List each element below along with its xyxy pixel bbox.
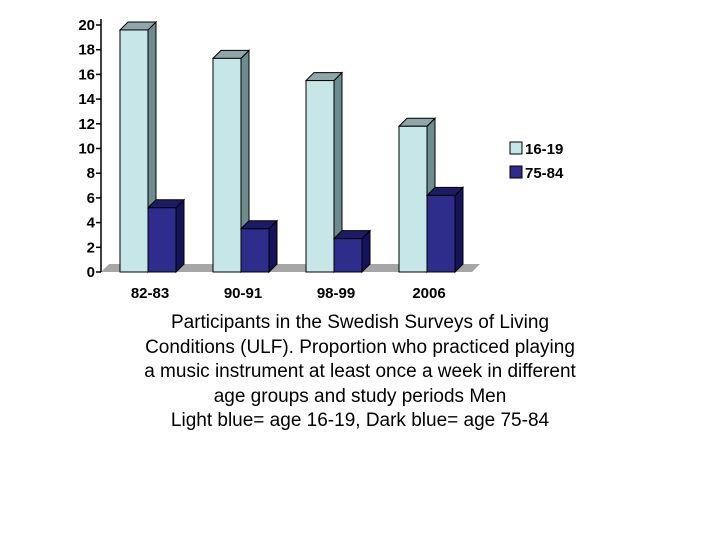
floor-plane <box>101 264 480 272</box>
bar <box>239 219 279 274</box>
bar <box>332 229 372 274</box>
bar <box>425 186 465 274</box>
y-tick-label: 12 <box>78 116 95 133</box>
x-tick-label: 2006 <box>412 285 445 302</box>
caption-line: Light blue= age 16-19, Dark blue= age 75… <box>170 410 550 431</box>
bar-front <box>398 125 428 273</box>
legend-swatch <box>509 141 523 155</box>
bars <box>118 20 465 274</box>
legend-label: 16-19 <box>525 141 563 158</box>
x-tick-label: 90-91 <box>224 285 262 302</box>
y-tick-label: 18 <box>78 42 95 59</box>
y-tick-label: 2 <box>87 239 95 256</box>
y-tick-label: 14 <box>78 91 95 108</box>
legend-label: 75-84 <box>525 165 564 182</box>
y-tick-label: 10 <box>78 141 95 158</box>
bar-front <box>305 80 335 273</box>
bar <box>304 71 344 274</box>
caption-line: Conditions (ULF). Proportion who practic… <box>145 336 575 358</box>
x-axis: 82-83 90-91 98-99 2006 <box>131 285 446 302</box>
x-tick-label: 82-83 <box>131 285 169 302</box>
y-tick-label: 16 <box>78 66 95 83</box>
bar-side <box>175 198 185 274</box>
x-tick-label: 98-99 <box>317 285 355 302</box>
bar-front <box>240 228 270 273</box>
y-tick-label: 0 <box>87 264 95 281</box>
y-tick-label: 8 <box>87 165 95 182</box>
bar-side <box>268 219 278 274</box>
bar <box>146 198 186 274</box>
bar-chart: 0 2 4 6 8 10 12 14 16 18 20 82-83 90-91 98-99 2006 16… <box>78 17 564 302</box>
legend-swatch <box>509 165 523 179</box>
bar-front <box>119 29 149 273</box>
bar-front <box>147 207 177 273</box>
chart-floor <box>101 264 480 272</box>
y-tick-label: 20 <box>78 17 95 34</box>
caption-line: Participants in the Swedish Surveys of L… <box>170 312 550 333</box>
y-axis: 0 2 4 6 8 10 12 14 16 18 20 <box>78 17 102 281</box>
caption-line: a music instrument at least once a week … <box>144 361 576 382</box>
y-tick-label: 6 <box>87 190 95 207</box>
bar-side <box>454 186 464 274</box>
legend: 16-19 75-84 <box>509 141 564 182</box>
caption-line: age groups and study periods Men <box>213 385 507 407</box>
bar-front <box>333 238 363 273</box>
bar <box>211 49 251 274</box>
y-tick-label: 4 <box>87 215 96 232</box>
bar-front <box>426 194 456 273</box>
chart-caption: Participants in the Swedish Surveys of L… <box>100 311 620 434</box>
bar-front <box>212 57 242 273</box>
